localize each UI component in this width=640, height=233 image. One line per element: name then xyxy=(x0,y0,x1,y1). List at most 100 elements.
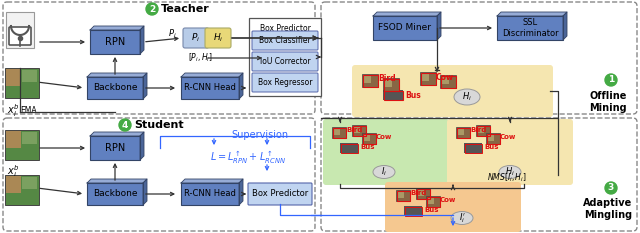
Bar xyxy=(352,125,366,136)
Text: Bus: Bus xyxy=(484,144,499,150)
Polygon shape xyxy=(437,12,441,40)
Text: Bird: Bird xyxy=(346,127,362,133)
Bar xyxy=(6,131,21,147)
FancyBboxPatch shape xyxy=(252,52,318,71)
Polygon shape xyxy=(87,73,147,77)
Bar xyxy=(417,189,424,195)
Bar xyxy=(464,143,482,153)
Text: $x_i^b$: $x_i^b$ xyxy=(7,163,19,180)
Bar xyxy=(362,133,376,144)
FancyBboxPatch shape xyxy=(87,183,143,205)
Text: $L=L_{RPN}^{\uparrow}+L_{RCNN}^{\uparrow}$: $L=L_{RPN}^{\uparrow}+L_{RCNN}^{\uparrow… xyxy=(210,150,286,166)
Bar xyxy=(353,126,365,136)
Text: Cow: Cow xyxy=(376,134,392,140)
Bar xyxy=(440,75,456,88)
Bar xyxy=(421,73,429,81)
Polygon shape xyxy=(497,12,567,16)
Bar xyxy=(383,90,403,99)
FancyBboxPatch shape xyxy=(447,119,573,185)
Text: EMA: EMA xyxy=(20,106,36,115)
Text: Bus: Bus xyxy=(405,91,420,100)
Polygon shape xyxy=(373,12,441,16)
FancyBboxPatch shape xyxy=(205,28,231,48)
Text: Cow: Cow xyxy=(440,197,456,203)
Ellipse shape xyxy=(451,212,473,225)
Bar xyxy=(420,72,435,85)
Text: Box Predictor: Box Predictor xyxy=(260,24,310,33)
Bar xyxy=(22,177,37,189)
Text: Cow: Cow xyxy=(500,134,516,140)
Polygon shape xyxy=(143,179,147,205)
Bar xyxy=(340,143,358,153)
Bar xyxy=(384,79,392,87)
Bar xyxy=(426,196,440,207)
Text: R-CNN Head: R-CNN Head xyxy=(184,189,236,199)
Bar xyxy=(333,127,346,137)
Bar xyxy=(397,191,404,198)
Circle shape xyxy=(605,182,617,194)
Text: $NMS[I_i,H_i]$: $NMS[I_i,H_i]$ xyxy=(487,171,527,184)
Bar xyxy=(441,76,449,84)
FancyBboxPatch shape xyxy=(252,31,318,50)
Bar xyxy=(362,75,378,86)
Bar xyxy=(332,127,346,138)
Ellipse shape xyxy=(454,89,480,105)
Polygon shape xyxy=(181,179,243,183)
FancyBboxPatch shape xyxy=(87,77,143,99)
Bar xyxy=(477,126,484,133)
FancyBboxPatch shape xyxy=(373,16,437,40)
Bar xyxy=(486,134,499,144)
FancyBboxPatch shape xyxy=(249,18,321,96)
FancyBboxPatch shape xyxy=(181,77,239,99)
Bar xyxy=(6,176,21,192)
Text: Teacher: Teacher xyxy=(161,4,210,14)
Bar xyxy=(487,134,494,140)
Polygon shape xyxy=(90,132,144,136)
Text: 4: 4 xyxy=(122,120,128,130)
Polygon shape xyxy=(87,179,147,183)
Bar xyxy=(420,72,436,85)
Text: Box Classifier: Box Classifier xyxy=(259,36,311,45)
Text: Bird: Bird xyxy=(378,74,396,83)
Text: 3: 3 xyxy=(608,184,614,192)
FancyBboxPatch shape xyxy=(90,136,140,160)
Bar xyxy=(456,127,470,138)
Text: RPN: RPN xyxy=(105,143,125,153)
Text: $H_i$: $H_i$ xyxy=(505,166,515,178)
Bar xyxy=(353,126,360,133)
Text: $P_i$: $P_i$ xyxy=(168,28,177,40)
Polygon shape xyxy=(181,73,243,77)
Text: IoU Corrector: IoU Corrector xyxy=(260,57,310,66)
Circle shape xyxy=(605,74,617,86)
Bar xyxy=(363,134,370,140)
Bar xyxy=(22,132,37,144)
Text: FSOD Miner: FSOD Miner xyxy=(378,24,431,32)
Bar xyxy=(486,133,500,144)
Polygon shape xyxy=(140,26,144,54)
Text: R-CNN Head: R-CNN Head xyxy=(184,83,236,93)
Bar xyxy=(383,79,399,90)
Text: $H_i$: $H_i$ xyxy=(462,91,472,103)
Text: $I_i$: $I_i$ xyxy=(381,166,387,178)
Text: $H_i$: $H_i$ xyxy=(212,32,223,44)
FancyBboxPatch shape xyxy=(497,16,563,40)
FancyBboxPatch shape xyxy=(5,130,39,160)
FancyBboxPatch shape xyxy=(9,27,31,45)
Text: $x_i^b$: $x_i^b$ xyxy=(7,102,19,119)
Circle shape xyxy=(119,119,131,131)
FancyBboxPatch shape xyxy=(385,182,521,232)
Text: Backbone: Backbone xyxy=(93,83,137,93)
Circle shape xyxy=(146,3,158,15)
FancyBboxPatch shape xyxy=(5,175,39,205)
Bar xyxy=(440,75,456,88)
Text: Bus: Bus xyxy=(424,207,438,213)
FancyBboxPatch shape xyxy=(6,12,34,48)
Text: Adaptive
Mingling: Adaptive Mingling xyxy=(584,198,632,219)
Bar xyxy=(22,70,37,82)
Bar xyxy=(465,144,481,153)
Text: Box Regressor: Box Regressor xyxy=(258,78,312,87)
Bar xyxy=(427,197,434,204)
Text: 2: 2 xyxy=(149,4,155,14)
Polygon shape xyxy=(563,12,567,40)
FancyBboxPatch shape xyxy=(248,183,312,205)
